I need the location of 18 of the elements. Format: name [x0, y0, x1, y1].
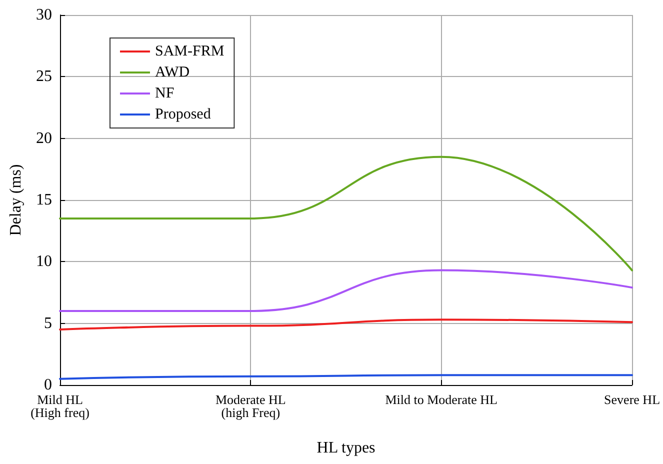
- legend-label: SAM-FRM: [155, 44, 224, 60]
- y-tick-label: 0: [44, 376, 52, 394]
- y-tick-label: 30: [36, 6, 52, 24]
- x-tick-label: Severe HL: [604, 392, 660, 407]
- legend-label: Proposed: [155, 106, 212, 122]
- y-tick-label: 15: [36, 192, 52, 208]
- x-tick-label: Mild to Moderate HL: [385, 392, 498, 407]
- x-axis-title: HL types: [316, 440, 376, 456]
- legend-label: AWD: [155, 64, 190, 80]
- legend-label: NF: [155, 86, 174, 102]
- y-tick-label: 25: [36, 68, 52, 86]
- y-tick-label: 20: [36, 130, 52, 147]
- y-tick-label: 10: [36, 253, 52, 270]
- x-tick-label: Mild HL (High freq): [30, 392, 90, 420]
- line-series: [59, 318, 634, 330]
- x-tick-label: Moderate HL (high Freq): [215, 392, 286, 420]
- y-axis-title: Delay (ms): [8, 164, 24, 236]
- y-tick-label: 5: [44, 314, 52, 332]
